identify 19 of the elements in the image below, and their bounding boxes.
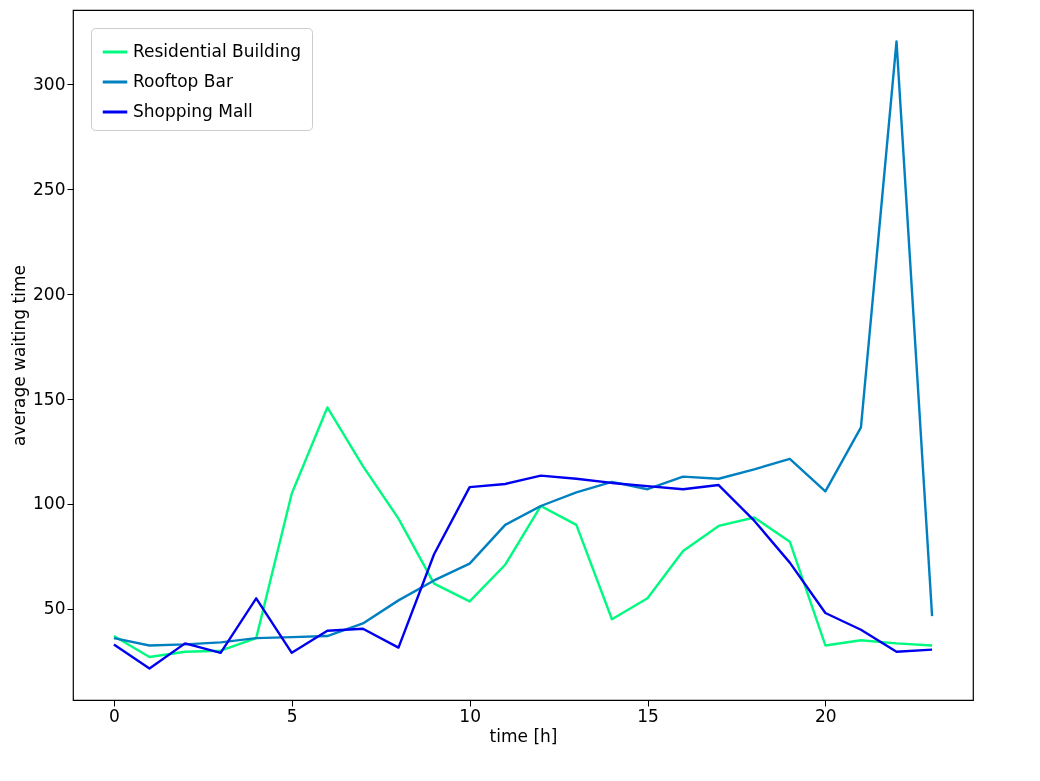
- y-tick-label: 250: [33, 178, 66, 199]
- x-tick-label: 0: [109, 705, 120, 726]
- line-series: [112, 40, 934, 647]
- x-tick-label: 20: [815, 705, 837, 726]
- y-tick-label: 150: [33, 388, 66, 409]
- x-axis-title: time [h]: [489, 725, 558, 746]
- x-tick-label: 15: [637, 705, 659, 726]
- line-series: [112, 406, 934, 659]
- y-tick-label: 200: [33, 283, 66, 304]
- y-tick-label: 50: [43, 598, 66, 619]
- legend-label: Shopping Mall: [133, 101, 253, 121]
- legend-label: Rooftop Bar: [133, 71, 233, 91]
- x-tick-label: 10: [459, 705, 481, 726]
- y-axis-title: average waiting time: [9, 265, 30, 446]
- legend-label: Residential Building: [133, 41, 302, 61]
- x-tick-label: 5: [286, 705, 298, 726]
- y-tick-label: 300: [33, 73, 66, 94]
- y-tick-label: 100: [33, 493, 66, 514]
- line-series: [112, 474, 934, 670]
